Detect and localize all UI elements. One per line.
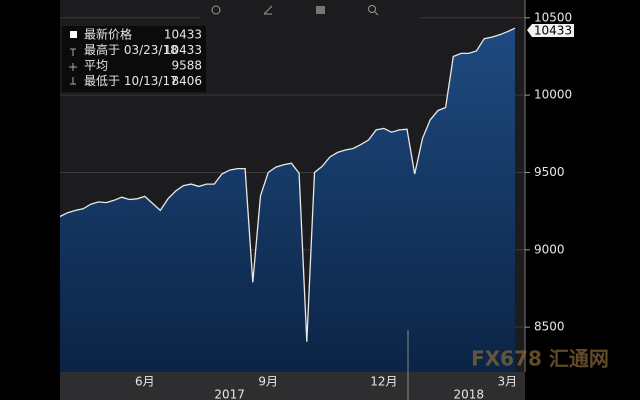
y-tick-label: 8500	[534, 320, 565, 334]
x-tick-label: 6月	[135, 375, 155, 389]
y-tick-label: 9500	[534, 165, 565, 179]
legend-label: 平均	[84, 59, 108, 73]
legend-value: 8406	[171, 74, 202, 88]
legend-value: 9588	[171, 59, 202, 73]
x-tick-label: 12月	[370, 375, 397, 389]
legend-value: 10433	[164, 28, 202, 42]
price-tag-label: 10433	[534, 24, 572, 38]
watermark: FX678 汇通网	[471, 347, 609, 371]
legend-value: 10433	[164, 43, 202, 57]
x-tick-label: 3月	[497, 375, 517, 389]
toolbar	[200, 0, 420, 20]
x-year-label: 2018	[453, 388, 484, 400]
x-tick-label: 9月	[258, 375, 278, 389]
legend-icon	[70, 31, 77, 38]
annotate-button[interactable]	[263, 5, 273, 15]
legend-icon	[70, 48, 76, 56]
price-tag-bg	[527, 24, 574, 37]
legend-label: 最新价格	[84, 27, 132, 42]
plot	[59, 17, 525, 372]
y-tick-label: 9000	[534, 242, 565, 256]
news-button[interactable]	[316, 6, 325, 14]
x-axis-band	[60, 372, 525, 400]
legend-icon	[70, 77, 76, 85]
track-button[interactable]	[211, 5, 221, 15]
y-tick-label: 10000	[534, 88, 572, 102]
price-tag: 10433	[527, 24, 574, 38]
toolbar-bg	[200, 0, 420, 20]
legend-label: 最高于 03/23/18	[84, 42, 178, 57]
legend-box	[62, 26, 206, 92]
x-year-label: 2017	[214, 388, 245, 400]
legend-icon	[69, 63, 77, 71]
y-tick-label: 10500	[534, 10, 572, 24]
legend-label: 最低于 10/13/17	[84, 74, 178, 88]
area	[60, 28, 515, 372]
line	[59, 27, 516, 342]
zoom-button[interactable]	[368, 5, 379, 16]
